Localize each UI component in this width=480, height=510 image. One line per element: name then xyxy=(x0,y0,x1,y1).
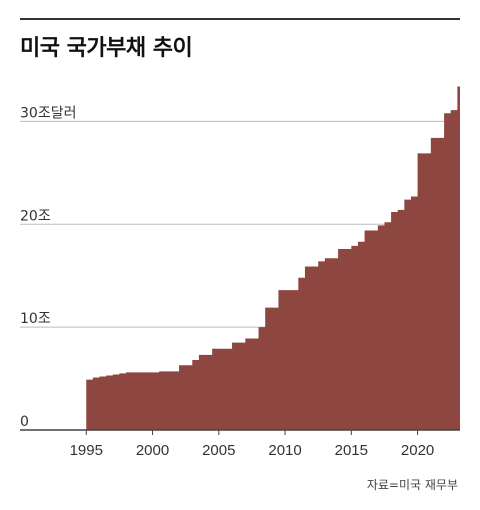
x-tick-label: 2020 xyxy=(401,442,434,459)
debt-area xyxy=(86,86,460,430)
source-note: 자료=미국 재무부 xyxy=(366,478,458,492)
title-top-rule xyxy=(20,18,460,20)
chart-title: 미국 국가부채 추이 xyxy=(20,36,193,61)
debt-area-series xyxy=(86,86,460,430)
y-tick-label: 30조달러 xyxy=(20,105,76,121)
x-tick-labels: 1995 2000 2005 2010 2015 2020 xyxy=(70,442,435,459)
x-tick-label: 2010 xyxy=(268,442,301,459)
y-tick-labels: 0 10조 20조 30조달러 xyxy=(20,105,76,430)
x-axis xyxy=(20,429,460,435)
x-tick-label: 2015 xyxy=(335,442,368,459)
x-tick-label: 2005 xyxy=(202,442,235,459)
x-tick-label: 2000 xyxy=(136,442,169,459)
y-tick-label: 20조 xyxy=(20,208,51,224)
x-tick-label: 1995 xyxy=(70,442,103,459)
y-tick-label: 10조 xyxy=(20,311,51,327)
y-tick-label: 0 xyxy=(20,414,29,430)
